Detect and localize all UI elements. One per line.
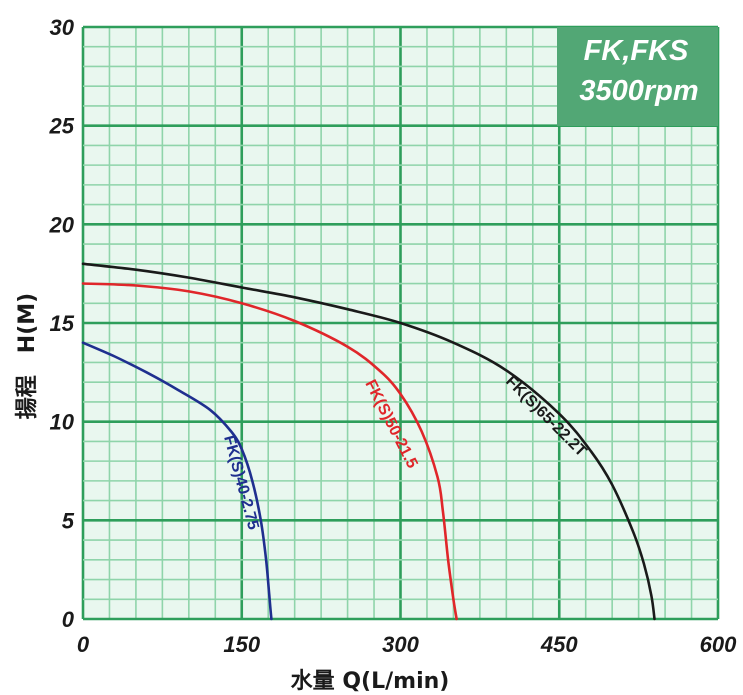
y-axis-title: 揚程 H(M) [14,293,40,419]
series-line-2 [81,282,458,621]
y-tick-label: 10 [50,410,75,435]
x-tick-labels: 0 150 300 450 600 [77,632,737,657]
x-tick-label: 450 [540,632,578,657]
chart-subtitle: 3500rpm [579,75,698,107]
x-tick-label: 0 [77,632,90,657]
x-tick-label: 600 [700,632,737,657]
y-tick-label: 30 [50,15,75,40]
title-badge-background [557,27,718,126]
x-tick-label: 150 [223,632,260,657]
chart-title: FK,FKS [584,35,689,67]
y-tick-label: 25 [49,114,75,139]
y-tick-label: 0 [62,607,75,632]
y-tick-label: 15 [50,311,75,336]
title-badge: FK,FKS 3500rpm [557,27,718,126]
y-tick-label: 5 [62,508,75,533]
x-axis-title: 水量 Q(L/min) [291,669,450,694]
y-tick-label: 20 [49,212,75,237]
series-line-1 [81,341,273,621]
series-line-3 [81,262,656,621]
series-lines [81,262,656,621]
x-tick-label: 300 [382,632,419,657]
y-tick-labels: 0 5 10 15 20 25 30 [49,15,75,632]
